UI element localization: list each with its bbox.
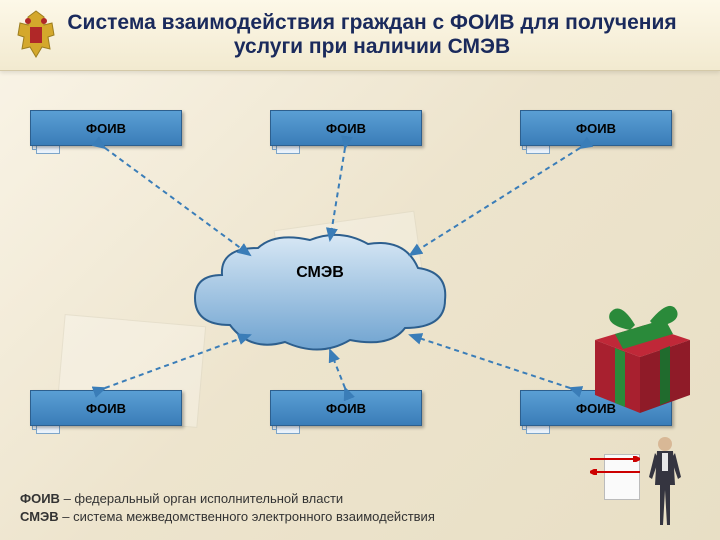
legend-abbr: СМЭВ xyxy=(20,509,59,524)
page-title: Система взаимодействия граждан с ФОИВ дл… xyxy=(64,11,720,59)
diagram-area: ФОИВ ФОИВ ФОИВ СМЭВ ФОИВ ФОИВ ФОИВ xyxy=(0,70,720,540)
legend-text: ФОИВ – федеральный орган исполнительной … xyxy=(20,490,435,526)
cloud-label: СМЭВ xyxy=(180,264,460,282)
gift-icon xyxy=(575,285,705,415)
legend-desc: – федеральный орган исполнительной власт… xyxy=(60,491,343,506)
legend-abbr: ФОИВ xyxy=(20,491,60,506)
red-arrow-icon xyxy=(590,449,640,455)
emblem-icon xyxy=(8,7,64,63)
legend-desc: – система межведомственного электронного… xyxy=(59,509,435,524)
person-icon xyxy=(645,435,685,530)
title-bar: Система взаимодействия граждан с ФОИВ дл… xyxy=(0,0,720,71)
red-arrow-icon xyxy=(590,462,640,468)
